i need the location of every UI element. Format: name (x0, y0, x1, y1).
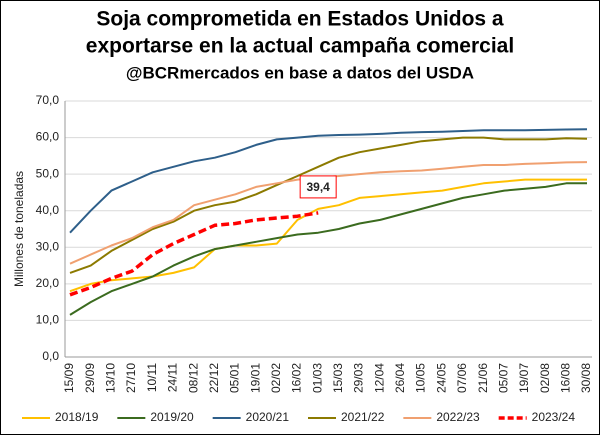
x-tick-label: 12/04 (372, 363, 386, 393)
x-tick-label: 01/03 (310, 363, 324, 393)
x-tick-label: 30/08 (579, 363, 593, 393)
x-tick-label: 07/06 (455, 363, 469, 393)
x-tick-label: 26/04 (393, 363, 407, 393)
x-tick-label: 05/01 (228, 363, 242, 393)
x-tick-label: 05/07 (496, 363, 510, 393)
y-tick-label: 40,0 (36, 203, 60, 217)
x-tick-label: 10/11 (145, 363, 159, 392)
legend-label: 2020/21 (246, 410, 290, 424)
x-tick-label: 13/10 (104, 363, 118, 393)
y-axis-label: Millones de toneladas (12, 171, 26, 287)
x-tick-label: 27/10 (124, 363, 138, 393)
series-line (69, 211, 319, 297)
x-tick-label: 15/03 (331, 363, 345, 393)
chart-title: Soja comprometida en Estados Unidos a (96, 8, 504, 31)
x-tick-label: 19/01 (248, 363, 262, 393)
x-tick-label: 16/08 (558, 363, 572, 393)
x-tick-label: 29/03 (352, 363, 366, 393)
x-tick-label: 21/06 (476, 363, 490, 393)
x-tick-label: 22/12 (207, 363, 221, 393)
series-line (69, 178, 587, 293)
chart-title: exportarse en la actual campaña comercia… (86, 35, 514, 58)
x-tick-label: 16/02 (290, 363, 304, 393)
y-tick-label: 10,0 (36, 313, 60, 327)
legend-label: 2021/22 (341, 410, 385, 424)
x-tick-label: 08/12 (186, 363, 200, 393)
x-tick-label: 10/05 (414, 363, 428, 393)
x-tick-label: 02/02 (269, 363, 283, 393)
legend-label: 2018/19 (55, 410, 99, 424)
data-label-box (299, 175, 337, 199)
y-tick-label: 60,0 (36, 130, 60, 144)
x-tick-label: 24/11 (166, 363, 180, 392)
series-line (69, 182, 587, 316)
x-tick-label: 29/09 (83, 363, 97, 393)
x-tick-label: 24/05 (434, 363, 448, 393)
x-tick-label: 15/09 (62, 363, 76, 393)
data-label: 39,4 (306, 180, 330, 194)
x-tick-label: 02/08 (538, 363, 552, 393)
y-tick-label: 30,0 (36, 239, 60, 253)
y-tick-label: 20,0 (36, 276, 60, 290)
legend-label: 2023/24 (532, 410, 576, 424)
y-tick-label: 0,0 (42, 349, 59, 363)
series-line (69, 136, 588, 274)
y-tick-label: 50,0 (36, 166, 60, 180)
chart-subtitle: @BCRmercados en base a datos del USDA (126, 63, 474, 82)
legend-label: 2019/20 (150, 410, 194, 424)
series-line (69, 128, 588, 234)
legend-label: 2022/23 (436, 410, 480, 424)
y-tick-label: 70,0 (36, 93, 60, 107)
x-tick-label: 19/07 (517, 363, 531, 393)
